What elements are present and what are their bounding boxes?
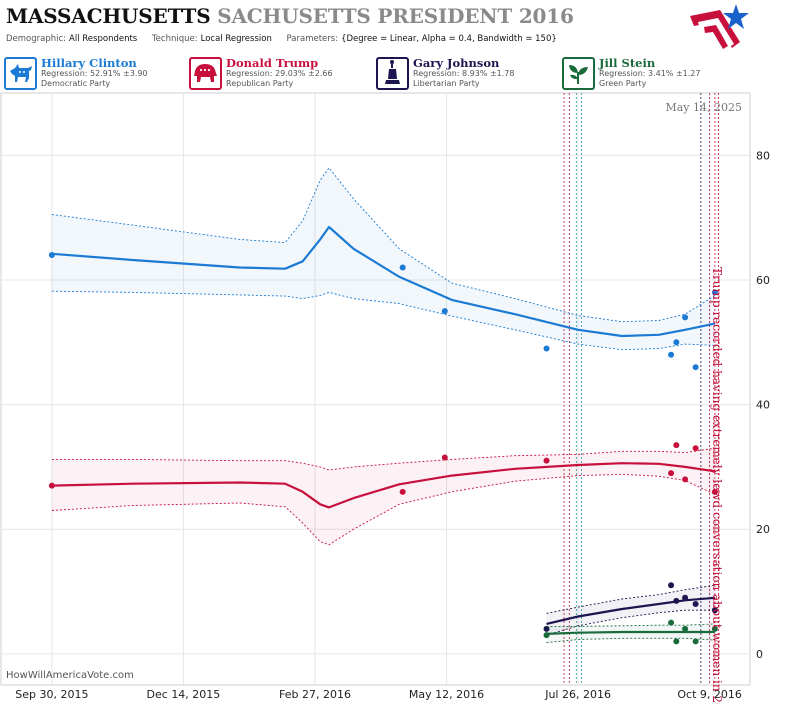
poll-point — [543, 632, 550, 639]
legend-item-trump[interactable]: Donald Trump Regression: 29.03% ±2.66 Re… — [188, 55, 371, 92]
chart-svg: 0 20 40 60 80 Sep 30, 2015 Dec 14, 2015 Feb 27… — [0, 92, 770, 704]
poll-point — [692, 638, 699, 645]
poll-point — [48, 482, 55, 489]
confidence-band — [51, 167, 715, 350]
candidate-party: Republican Party — [226, 79, 294, 88]
poll-point — [711, 607, 718, 614]
confidence-band — [546, 585, 715, 636]
poll-point — [711, 289, 718, 296]
lower-bound-line — [546, 609, 715, 636]
elephant-icon — [189, 57, 222, 90]
poll-point — [48, 252, 55, 259]
candidate-party: Democratic Party — [41, 79, 111, 88]
poll-point — [682, 625, 689, 632]
site-credit[interactable]: HowWillAmericaVote.com — [6, 670, 134, 681]
event-annotation: Trump recorded having extremely lewd con… — [710, 267, 724, 704]
candidate-regression: Regression: 52.91% ±3.90 — [41, 69, 148, 78]
confidence-band — [51, 448, 715, 545]
series-layer — [48, 167, 718, 645]
param-value-technique: Local Regression — [200, 34, 272, 44]
x-tick-label: Feb 27, 2016 — [279, 688, 351, 701]
legend-item-stein[interactable]: Jill Stein Regression: 3.41% ±1.27 Green… — [561, 55, 744, 92]
param-value-parameters: {Degree = Linear, Alpha = 0.4, Bandwidth… — [341, 34, 557, 44]
title-state: MASSACHUSETTS — [6, 4, 211, 28]
candidate-regression: Regression: 3.41% ±1.27 — [599, 69, 701, 78]
star-flag-logo-icon[interactable] — [688, 2, 752, 54]
param-label-parameters: Parameters: — [286, 34, 339, 44]
upper-bound-line — [51, 447, 715, 471]
header: MASSACHUSETTS SACHUSETTS PRESIDENT 2016 … — [0, 0, 789, 56]
poll-point — [692, 445, 699, 452]
candidate-name: Gary Johnson — [413, 56, 500, 70]
upper-bound-line — [546, 623, 715, 627]
legend-item-johnson[interactable]: Gary Johnson Regression: 8.93% ±1.78 Lib… — [375, 55, 558, 92]
x-tick-label: Dec 14, 2015 — [147, 688, 221, 701]
poll-point — [692, 600, 699, 607]
y-axis: 0 20 40 60 80 — [756, 149, 770, 661]
upper-bound-line — [546, 584, 715, 614]
legend-item-clinton[interactable]: Hillary Clinton Regression: 52.91% ±3.90… — [3, 55, 186, 92]
poll-point — [668, 582, 675, 589]
upper-bound-line — [51, 167, 716, 323]
poll-point — [673, 339, 680, 346]
y-tick-label: 80 — [756, 149, 770, 162]
poll-point — [543, 625, 550, 632]
poll-chart: 0 20 40 60 80 Sep 30, 2015 Dec 14, 2015 Feb 27… — [0, 92, 789, 704]
liberty-statue-icon — [376, 57, 409, 90]
confidence-band — [546, 623, 715, 643]
x-tick-label: Oct 9, 2016 — [677, 688, 742, 701]
y-tick-label: 40 — [756, 399, 770, 412]
poll-point — [668, 619, 675, 626]
title-race: SACHUSETTS PRESIDENT 2016 — [217, 4, 574, 28]
param-label-technique: Technique: — [151, 34, 198, 44]
trend-line — [546, 596, 715, 625]
poll-point — [682, 476, 689, 483]
x-tick-label: Sep 30, 2015 — [15, 688, 88, 701]
poll-point — [441, 454, 448, 461]
candidate-party: Libertarian Party — [413, 79, 480, 88]
poll-point — [668, 470, 675, 477]
page-title: MASSACHUSETTS SACHUSETTS PRESIDENT 2016 — [6, 4, 574, 28]
candidate-name: Donald Trump — [226, 56, 319, 70]
candidate-legend: Hillary Clinton Regression: 52.91% ±3.90… — [0, 55, 789, 92]
x-tick-label: May 12, 2016 — [409, 688, 484, 701]
lower-bound-line — [51, 473, 716, 546]
candidate-regression: Regression: 8.93% ±1.78 — [413, 69, 515, 78]
poll-point — [673, 442, 680, 449]
y-tick-label: 20 — [756, 523, 770, 536]
as-of-date: May 14, 2025 — [665, 101, 742, 114]
poll-point — [682, 594, 689, 601]
candidate-party: Green Party — [599, 79, 647, 88]
poll-point — [673, 597, 680, 604]
poll-point — [543, 345, 550, 352]
trend-line — [51, 225, 716, 338]
trend-line — [51, 462, 716, 509]
poll-point — [441, 308, 448, 315]
donkey-icon — [4, 57, 37, 90]
candidate-name: Hillary Clinton — [41, 56, 137, 70]
candidate-regression: Regression: 29.03% ±2.66 — [226, 69, 333, 78]
plot-area — [0, 92, 751, 686]
y-tick-label: 60 — [756, 274, 770, 287]
poll-point — [711, 488, 718, 495]
candidate-name: Jill Stein — [599, 56, 656, 70]
x-tick-label: Jul 26, 2016 — [544, 688, 611, 701]
param-value-demographic: All Respondents — [69, 34, 138, 44]
poll-point — [673, 638, 680, 645]
poll-point — [399, 264, 406, 271]
poll-point — [543, 457, 550, 464]
trend-line — [546, 630, 715, 635]
poll-point — [399, 488, 406, 495]
poll-point — [692, 364, 699, 371]
event-lines — [563, 93, 719, 685]
parameters-line: Demographic: All Respondents Technique: Lo… — [6, 34, 569, 44]
poll-point — [682, 314, 689, 321]
y-tick-label: 0 — [756, 648, 763, 661]
plant-icon — [562, 57, 595, 90]
poll-point — [668, 351, 675, 358]
param-label-demographic: Demographic: — [6, 34, 67, 44]
x-axis: Sep 30, 2015 Dec 14, 2015 Feb 27, 2016 May … — [15, 688, 742, 701]
poll-point — [711, 625, 718, 632]
